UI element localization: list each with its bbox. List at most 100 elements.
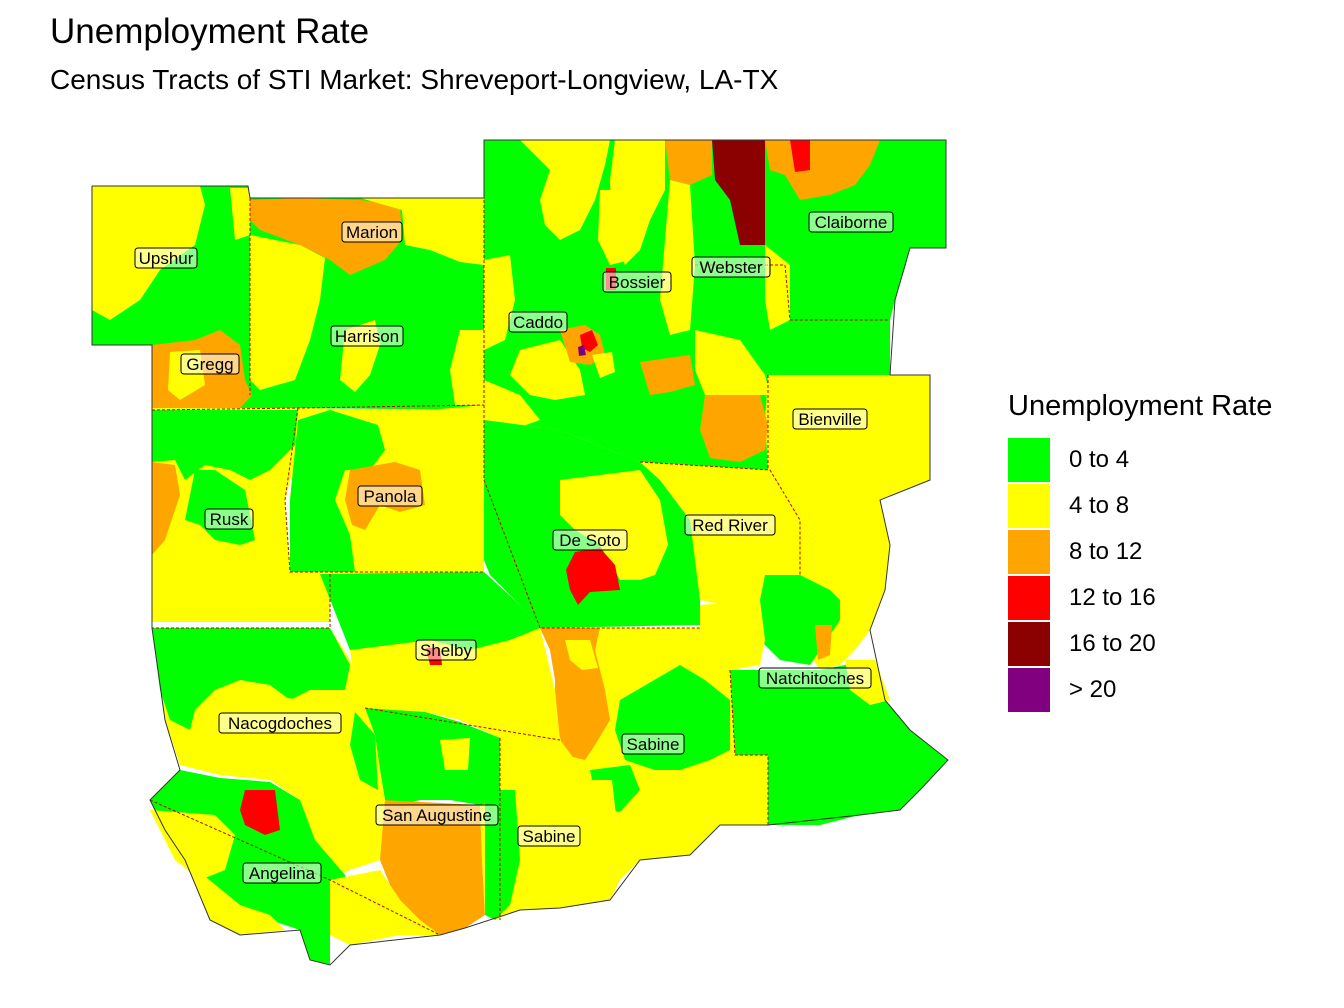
tract (480, 730, 640, 920)
county-label-bossier: Bossier (602, 271, 672, 293)
legend-title: Unemployment Rate (1008, 390, 1273, 422)
county-labels: Marion Upshur Harrison Gregg Caddo Bossi… (134, 211, 894, 884)
legend-swatch (1008, 530, 1050, 574)
legend-item: 12 to 16 (1008, 575, 1272, 621)
tract (484, 255, 515, 350)
county-label-red-river: Red River (684, 514, 776, 536)
county-label-harrison: Harrison (330, 325, 404, 347)
county-name: Bossier (609, 273, 666, 292)
tract (230, 188, 250, 240)
county-label-de-soto: De Soto (552, 529, 628, 551)
tract (365, 708, 500, 805)
county-name: Nacogdoches (228, 714, 332, 733)
county-label-sabine-la: Sabine (621, 733, 685, 755)
legend-item: 16 to 20 (1008, 621, 1272, 667)
tract (598, 190, 645, 265)
county-label-caddo: Caddo (508, 311, 568, 333)
tract (484, 140, 560, 230)
legend-item: 8 to 12 (1008, 529, 1272, 575)
tract (730, 660, 948, 825)
county-name: Webster (700, 258, 763, 277)
county-name: Claiborne (815, 213, 888, 232)
county-name: Gregg (186, 355, 233, 374)
county-borders (149, 140, 890, 936)
legend-label: 12 to 16 (1069, 584, 1156, 611)
county-name: Marion (346, 223, 398, 242)
county-label-panola: Panola (357, 485, 423, 507)
county-name: Upshur (139, 249, 194, 268)
tract (566, 548, 620, 605)
tract (152, 462, 180, 555)
county-border (364, 707, 561, 741)
county-border (149, 799, 441, 936)
tract (152, 410, 318, 480)
legend-swatch (1008, 622, 1050, 666)
legend-swatch (1008, 438, 1050, 482)
tract (712, 140, 765, 245)
county-name: Caddo (513, 313, 563, 332)
legend: Unemployment Rate 0 to 4 4 to 8 8 to 12 … (1008, 390, 1272, 713)
tract (380, 800, 485, 935)
county-label-bienville: Bienville (792, 408, 868, 430)
tract (765, 375, 930, 500)
legend-item: 0 to 4 (1008, 437, 1272, 483)
map-title: Unemployment Rate (50, 12, 370, 51)
county-name: Shelby (420, 641, 472, 660)
tract (450, 330, 484, 405)
tract (740, 575, 840, 665)
county-border (151, 404, 485, 411)
county-label-nacogdoches: Nacogdoches (218, 712, 342, 734)
tract (440, 738, 470, 770)
legend-swatch (1008, 576, 1050, 620)
legend-swatch (1008, 668, 1050, 712)
county-label-claiborne: Claiborne (808, 211, 894, 233)
outline-segment (91, 139, 949, 966)
tract (240, 790, 280, 835)
tract (150, 810, 235, 880)
county-name: Rusk (210, 510, 249, 529)
tract (700, 600, 765, 670)
legend-label: > 20 (1069, 676, 1117, 703)
legend-item: > 20 (1008, 667, 1272, 713)
county-label-sabine-tx: Sabine (517, 825, 581, 847)
tract (560, 470, 668, 580)
map-subtitle: Census Tracts of STI Market: Shreveport-… (50, 64, 779, 95)
county-name: Sabine (627, 735, 680, 754)
county-label-upshur: Upshur (134, 247, 198, 269)
county-label-marion: Marion (341, 221, 403, 243)
tract (290, 410, 385, 572)
tract (510, 340, 585, 400)
tract (350, 712, 378, 790)
county-label-natchitoches: Natchitoches (758, 667, 872, 689)
county-border (729, 669, 769, 825)
tract (665, 140, 712, 185)
tract (520, 140, 610, 240)
tract (578, 345, 586, 356)
county-border (152, 574, 331, 629)
county-label-webster: Webster (691, 256, 771, 278)
tract (765, 245, 790, 330)
county-label-angelina: Angelina (242, 862, 322, 884)
tract (360, 198, 484, 265)
legend-label: 4 to 8 (1069, 492, 1130, 519)
county-name: Sabine (523, 827, 576, 846)
legend-item: 4 to 8 (1008, 483, 1272, 529)
county-name: Harrison (335, 327, 399, 346)
county-name: Angelina (249, 864, 316, 883)
county-label-gregg: Gregg (180, 353, 240, 375)
legend-label: 0 to 4 (1069, 446, 1130, 473)
tract (592, 352, 615, 378)
tract (330, 870, 440, 945)
county-border (284, 407, 484, 573)
legend-label: 8 to 12 (1069, 538, 1143, 565)
tract (660, 180, 695, 335)
county-name: San Augustine (382, 806, 492, 825)
tract (695, 330, 770, 395)
tract (580, 330, 598, 352)
legend-swatch (1008, 484, 1050, 528)
tract (185, 860, 285, 935)
tract (640, 355, 695, 395)
legend-label: 16 to 20 (1069, 630, 1156, 657)
county-border (483, 479, 700, 629)
county-name: Red River (692, 516, 768, 535)
